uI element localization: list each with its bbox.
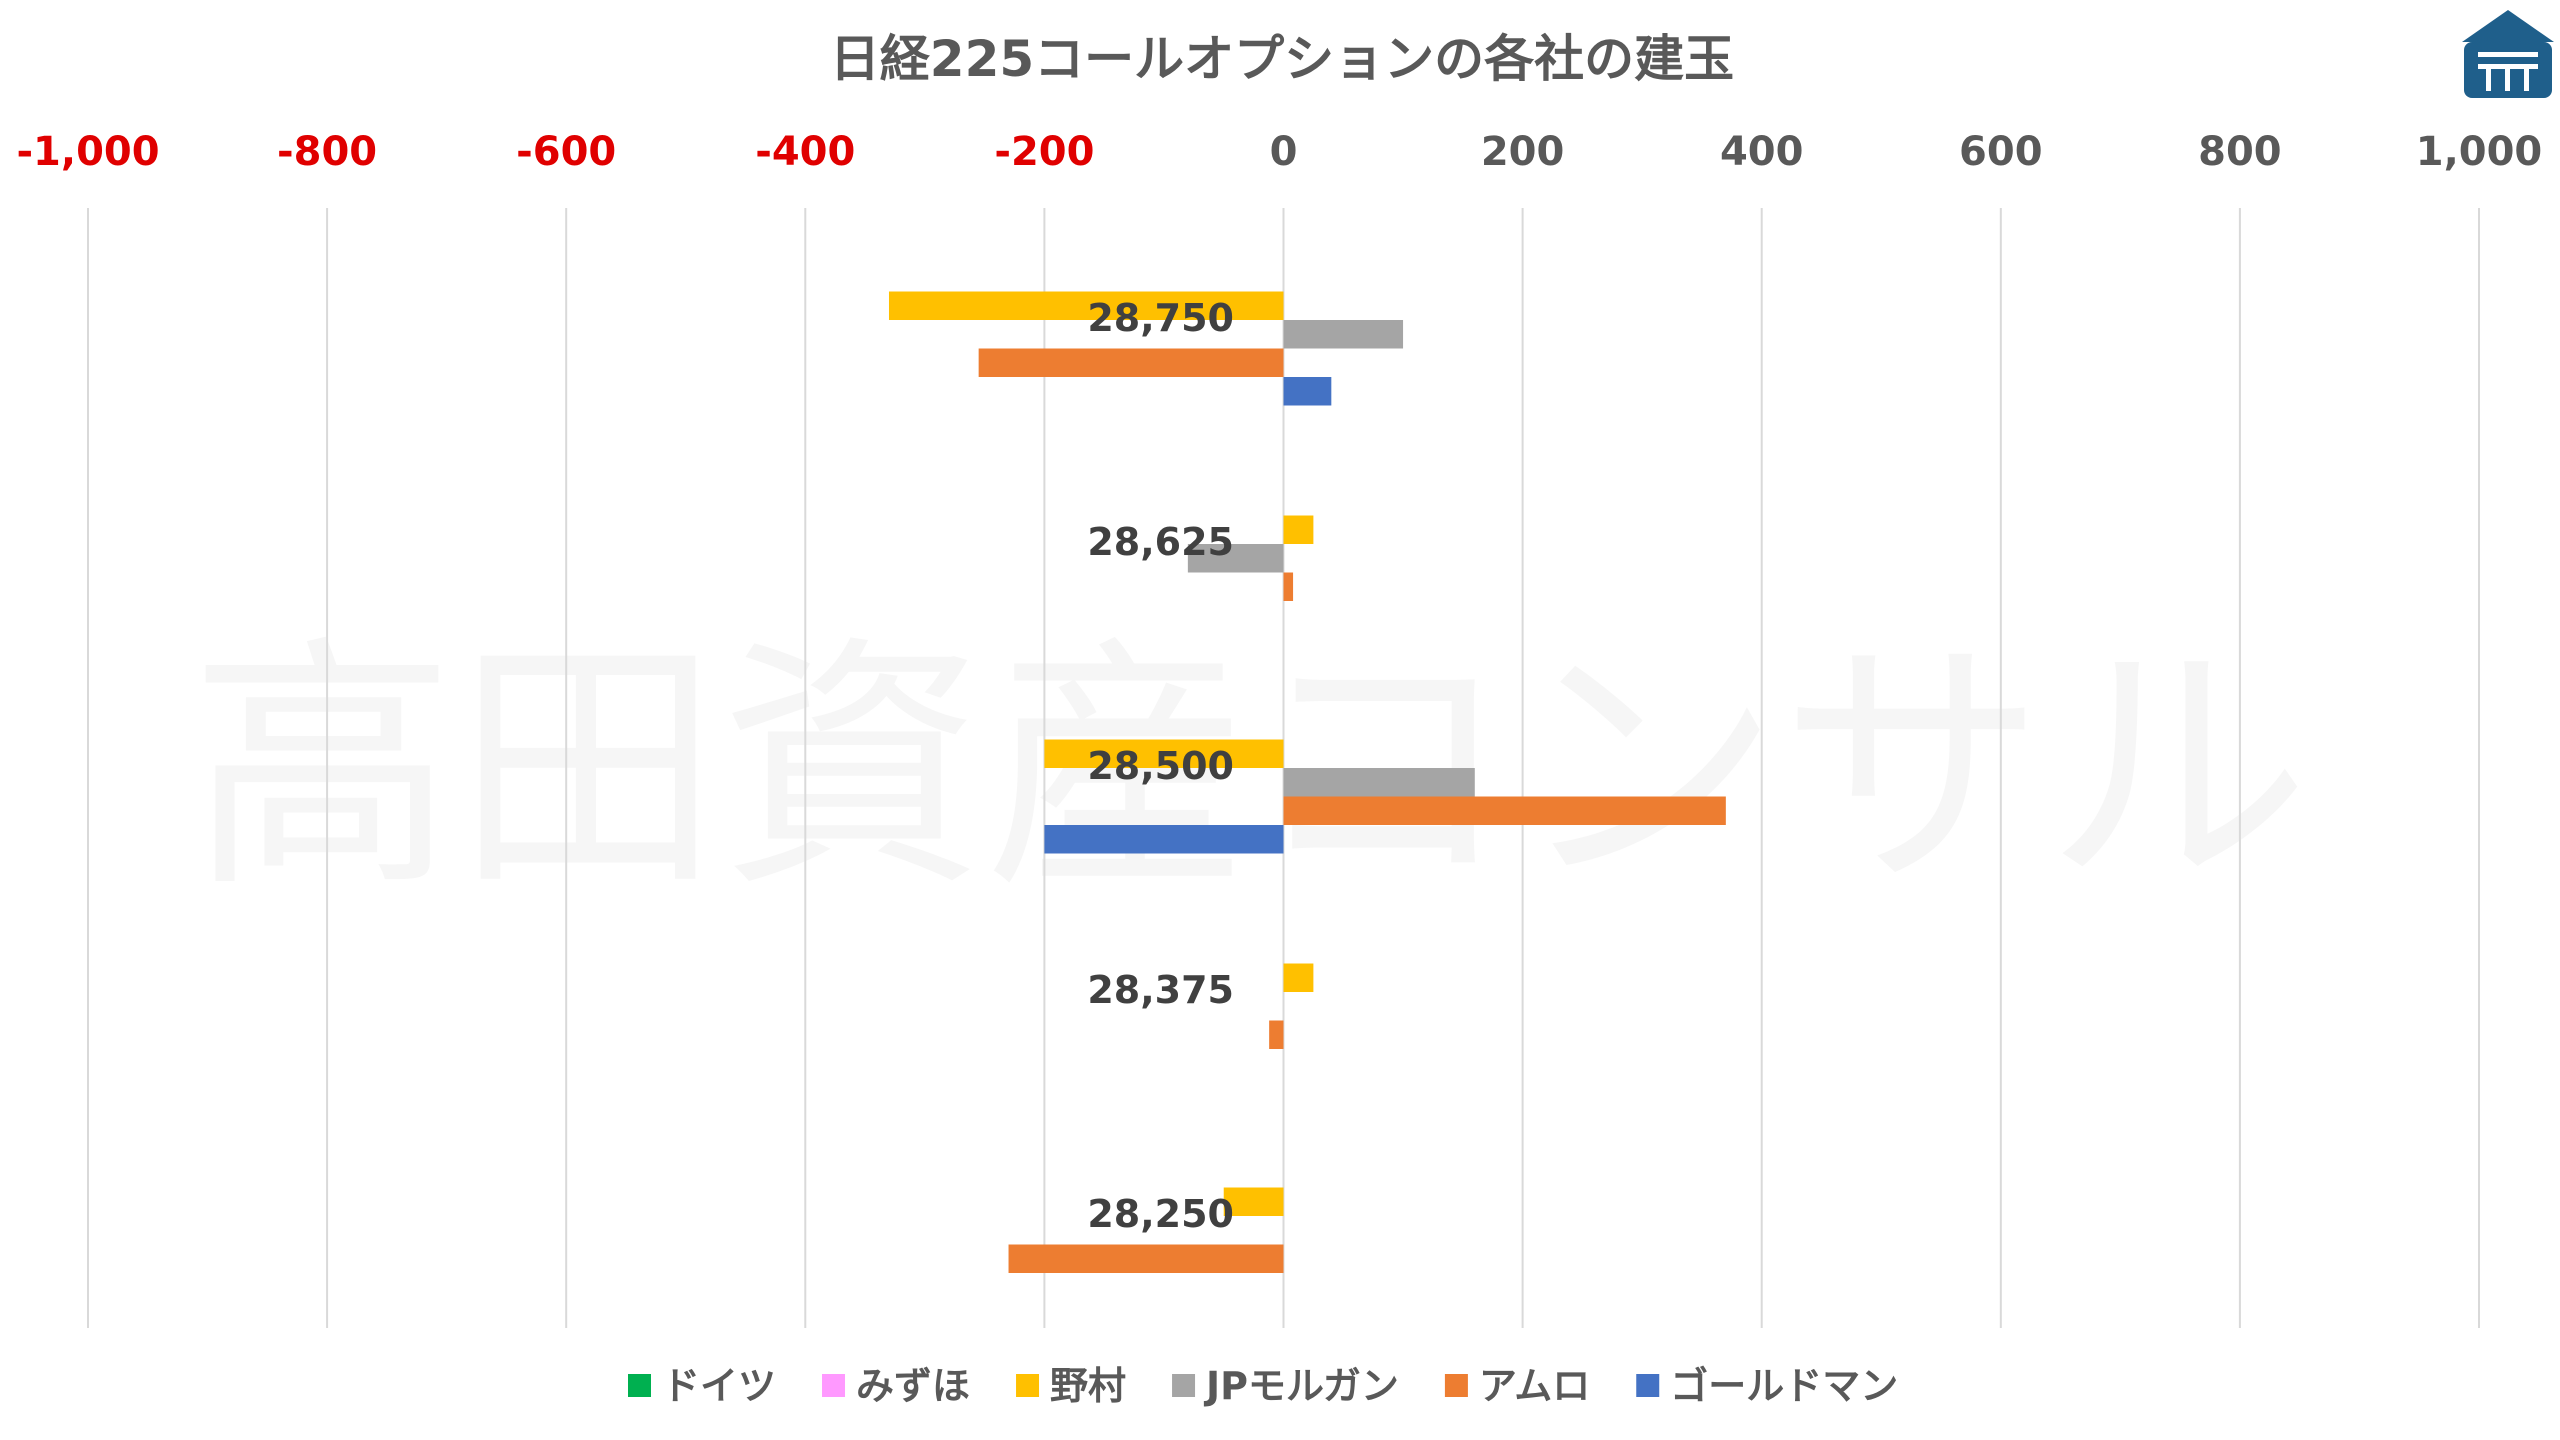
category-label: 28,750 <box>1087 296 1234 340</box>
watermark: 高田資産コンサル <box>190 615 2310 923</box>
x-tick-label: 0 <box>1270 129 1298 175</box>
bar <box>1283 963 1314 992</box>
bar <box>1187 544 1284 573</box>
x-tick-label: 800 <box>2198 129 2282 175</box>
legend-swatch <box>628 1374 651 1397</box>
x-tick-label: -400 <box>755 129 855 175</box>
x-tick-label: -600 <box>516 129 616 175</box>
legend-label: みずほ <box>856 1364 970 1408</box>
x-axis-ticks: -1,000 -800 -600 -400 -200 0 200 400 600 800 1,000 <box>16 129 2542 175</box>
category-labels: 28,750 28,625 28,500 28,375 28,250 <box>1087 296 1234 1236</box>
legend-label: 野村 <box>1050 1364 1126 1408</box>
bar <box>1283 377 1332 406</box>
legend-label: ドイツ <box>662 1364 776 1408</box>
legend: ドイツ みずほ 野村 JPモルガン アムロ ゴールドマン <box>628 1364 1898 1408</box>
x-tick-label: 400 <box>1720 129 1804 175</box>
gridlines <box>87 208 2480 1328</box>
x-tick-label: -200 <box>994 129 1094 175</box>
legend-swatch <box>1636 1374 1660 1397</box>
bar <box>1283 515 1314 544</box>
x-tick-label: -1,000 <box>16 129 159 175</box>
legend-label: JPモルガン <box>1203 1364 1399 1408</box>
bar <box>888 291 1284 320</box>
legend-swatch <box>1172 1374 1196 1397</box>
category-label: 28,250 <box>1087 1192 1234 1236</box>
bar <box>978 348 1284 377</box>
bar <box>1283 320 1404 349</box>
bar <box>1044 739 1284 768</box>
legend-swatch <box>822 1374 846 1397</box>
bars <box>888 291 1726 1273</box>
takada-house-logo-icon <box>2462 10 2554 98</box>
legend-label: ゴールドマン <box>1670 1364 1898 1408</box>
bar <box>1283 572 1294 601</box>
x-tick-label: 600 <box>1959 129 2043 175</box>
bar <box>1044 825 1284 854</box>
legend-swatch <box>1016 1374 1040 1397</box>
bar <box>1283 768 1475 797</box>
legend-label: アムロ <box>1479 1364 1590 1408</box>
legend-swatch <box>1444 1374 1468 1397</box>
category-label: 28,375 <box>1087 968 1234 1012</box>
bar <box>1223 1187 1284 1216</box>
x-tick-label: 200 <box>1481 129 1565 175</box>
x-tick-label: 1,000 <box>2416 129 2543 175</box>
category-label: 28,500 <box>1087 744 1234 788</box>
bar <box>1008 1244 1284 1273</box>
chart-title: 日経225コールオプションの各社の建玉 <box>830 30 1734 88</box>
x-tick-label: -800 <box>277 129 377 175</box>
bar <box>1283 796 1726 825</box>
bar <box>1269 1020 1284 1049</box>
category-label: 28,625 <box>1087 520 1234 564</box>
